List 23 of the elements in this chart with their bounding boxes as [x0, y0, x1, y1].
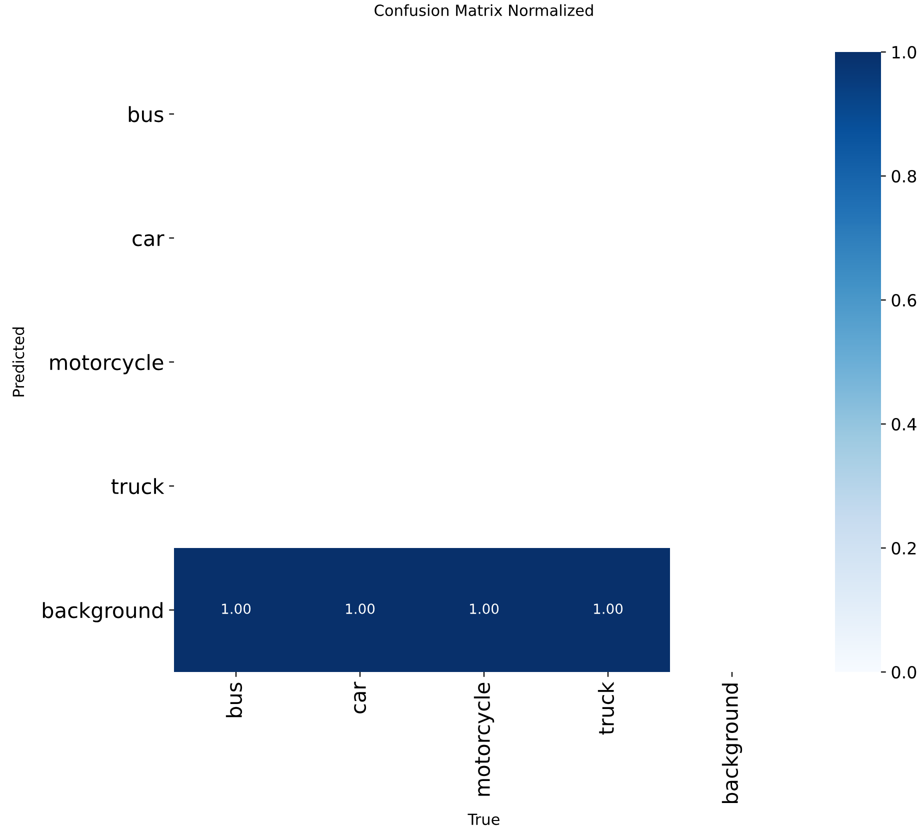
color-bar-label: 0.0 [892, 666, 916, 679]
y-axis-title: Predicted [12, 328, 24, 396]
color-bar-label: 1.0 [892, 46, 916, 59]
y-tick-label: background [42, 602, 162, 622]
x-tick-label: motorcycle [474, 682, 494, 796]
x-tick-label: bus [226, 682, 242, 718]
color-bar-label: 0.4 [892, 418, 916, 431]
data-label: 1.00 [222, 604, 251, 614]
data-label: 1.00 [594, 604, 623, 614]
x-tick-label: car [354, 682, 366, 714]
data-label: 1.00 [470, 604, 499, 614]
color-bar-label: 0.2 [892, 542, 916, 555]
data-label: 1.00 [346, 604, 375, 614]
chart-title: Confusion Matrix Normalized [374, 4, 593, 16]
y-tick-label: bus [128, 106, 164, 122]
color-bar-label: 0.8 [892, 170, 916, 183]
x-tick-label: background [722, 684, 742, 804]
y-tick-label: truck [111, 478, 164, 494]
y-tick-label: motorcycle [50, 354, 164, 374]
x-axis-title: True [468, 814, 500, 826]
x-tick-label: truck [598, 682, 614, 735]
y-tick-label: car [132, 234, 164, 246]
color-bar-label: 0.6 [892, 294, 916, 307]
